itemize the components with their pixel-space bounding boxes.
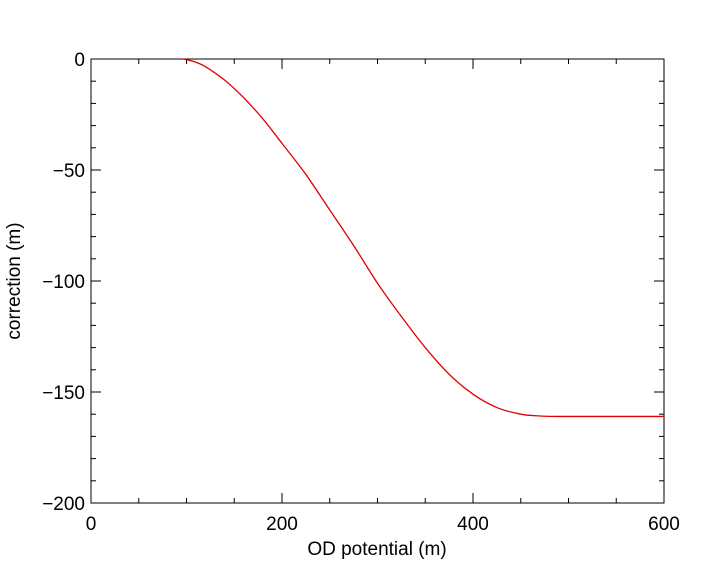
x-tick-label: 0 <box>86 514 97 535</box>
series-layer <box>181 58 664 418</box>
series-line <box>181 58 664 418</box>
y-tick-label: −50 <box>53 161 85 182</box>
y-tick-label: −100 <box>42 272 85 293</box>
x-tick-labels: 0 200 400 600 <box>86 514 680 535</box>
y-tick-labels: 0 −50 −100 −150 −200 <box>42 50 85 515</box>
y-axis-label: correction (m) <box>4 222 25 339</box>
plot-frame <box>90 58 665 504</box>
x-tick-label: 400 <box>457 514 489 535</box>
y-tick-label: −150 <box>42 383 85 404</box>
x-tick-label: 600 <box>648 514 680 535</box>
axis-ticks <box>90 58 665 504</box>
x-axis-label: OD potential (m) <box>307 539 446 560</box>
y-tick-label: 0 <box>74 50 85 71</box>
y-tick-label: −200 <box>42 494 85 515</box>
x-tick-label: 200 <box>266 514 298 535</box>
